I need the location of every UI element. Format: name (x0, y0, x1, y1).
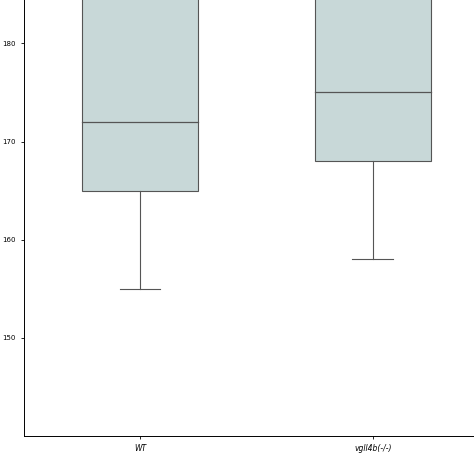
Bar (315, 0, 431, 161)
Bar (82, 0, 198, 191)
